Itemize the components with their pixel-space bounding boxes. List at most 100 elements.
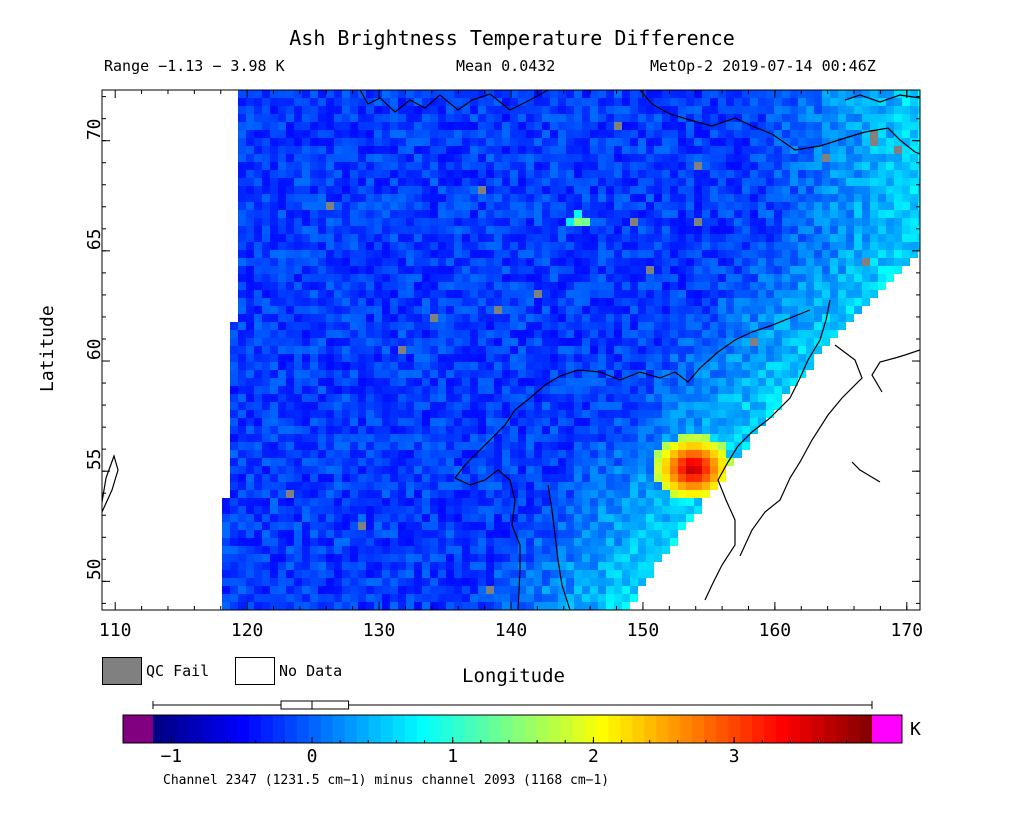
swath-cell <box>334 346 342 354</box>
swath-cell <box>438 258 446 266</box>
swath-cell <box>334 586 342 594</box>
swath-cell <box>374 602 382 610</box>
swath-cell <box>542 498 550 506</box>
swath-cell <box>574 266 582 274</box>
swath-cell <box>838 242 846 250</box>
swath-cell <box>574 418 582 426</box>
swath-cell <box>702 242 710 250</box>
swath-cell <box>278 178 286 186</box>
swath-cell <box>326 578 334 586</box>
swath-cell <box>446 522 454 530</box>
swath-cell <box>278 346 286 354</box>
swath-cell <box>670 354 678 362</box>
swath-cell <box>254 426 262 434</box>
swath-cell <box>462 194 470 202</box>
swath-cell <box>582 362 590 370</box>
swath-cell <box>446 298 454 306</box>
swath-cell <box>286 370 294 378</box>
swath-cell <box>518 434 526 442</box>
swath-cell <box>638 426 646 434</box>
swath-cell <box>358 146 366 154</box>
swath-cell <box>838 266 846 274</box>
swath-cell <box>662 474 670 482</box>
swath-cell <box>902 162 910 170</box>
swath-cell <box>614 210 622 218</box>
swath-cell <box>438 330 446 338</box>
swath-cell <box>662 434 670 442</box>
swath-cell <box>510 386 518 394</box>
swath-cell <box>622 498 630 506</box>
swath-cell <box>662 490 670 498</box>
swath-cell <box>286 450 294 458</box>
swath-cell <box>350 106 358 114</box>
swath-cell <box>462 386 470 394</box>
swath-cell <box>278 554 286 562</box>
swath-cell <box>758 394 766 402</box>
swath-cell <box>686 162 694 170</box>
swath-cell <box>862 290 870 298</box>
swath-cell <box>726 378 734 386</box>
swath-cell <box>438 466 446 474</box>
swath-cell <box>614 514 622 522</box>
swath-cell <box>254 514 262 522</box>
swath-cell <box>582 186 590 194</box>
colorbar-segment <box>632 715 645 743</box>
swath-cell <box>638 210 646 218</box>
swath-cell <box>830 194 838 202</box>
swath-cell <box>302 474 310 482</box>
swath-cell <box>390 434 398 442</box>
swath-cell <box>326 570 334 578</box>
swath-cell <box>630 594 638 602</box>
swath-cell <box>510 402 518 410</box>
swath-cell <box>414 210 422 218</box>
swath-cell <box>510 330 518 338</box>
swath-cell <box>358 122 366 130</box>
swath-cell <box>318 90 326 98</box>
swath-cell <box>278 90 286 98</box>
swath-cell <box>662 418 670 426</box>
swath-cell <box>622 394 630 402</box>
swath-cell <box>686 514 694 522</box>
swath-cell <box>262 114 270 122</box>
swath-cell <box>558 154 566 162</box>
swath-cell <box>326 450 334 458</box>
swath-cell <box>486 130 494 138</box>
swath-cell <box>534 138 542 146</box>
swath-cell <box>478 90 486 98</box>
swath-cell <box>502 506 510 514</box>
swath-cell <box>478 490 486 498</box>
swath-cell <box>278 434 286 442</box>
swath-cell <box>494 258 502 266</box>
swath-cell <box>542 434 550 442</box>
colorbar-segment <box>452 715 466 743</box>
swath-cell <box>478 386 486 394</box>
swath-cell <box>646 306 654 314</box>
swath-cell <box>798 290 806 298</box>
swath-cell <box>478 314 486 322</box>
swath-cell <box>454 450 462 458</box>
swath-cell <box>502 546 510 554</box>
swath-cell <box>454 490 462 498</box>
swath-cell <box>830 282 838 290</box>
swath-cell <box>910 202 918 210</box>
swath-cell <box>230 434 238 442</box>
swath-cell <box>630 194 638 202</box>
swath-cell <box>262 378 270 386</box>
swath-cell <box>326 122 334 130</box>
swath-cell <box>566 306 574 314</box>
swath-cell <box>462 506 470 514</box>
swath-cell <box>766 306 774 314</box>
swath-cell <box>454 130 462 138</box>
swath-cell <box>750 338 758 346</box>
swath-cell <box>366 154 374 162</box>
channel-footnote: Channel 2347 (1231.5 cm−1) minus channel… <box>163 773 610 788</box>
swath-cell <box>798 346 806 354</box>
swath-cell <box>542 482 550 490</box>
y-axis-label: Latitude <box>37 305 58 392</box>
swath-cell <box>358 274 366 282</box>
swath-cell <box>302 482 310 490</box>
swath-cell <box>710 146 718 154</box>
swath-cell <box>566 226 574 234</box>
swath-cell <box>606 434 614 442</box>
swath-cell <box>710 362 718 370</box>
